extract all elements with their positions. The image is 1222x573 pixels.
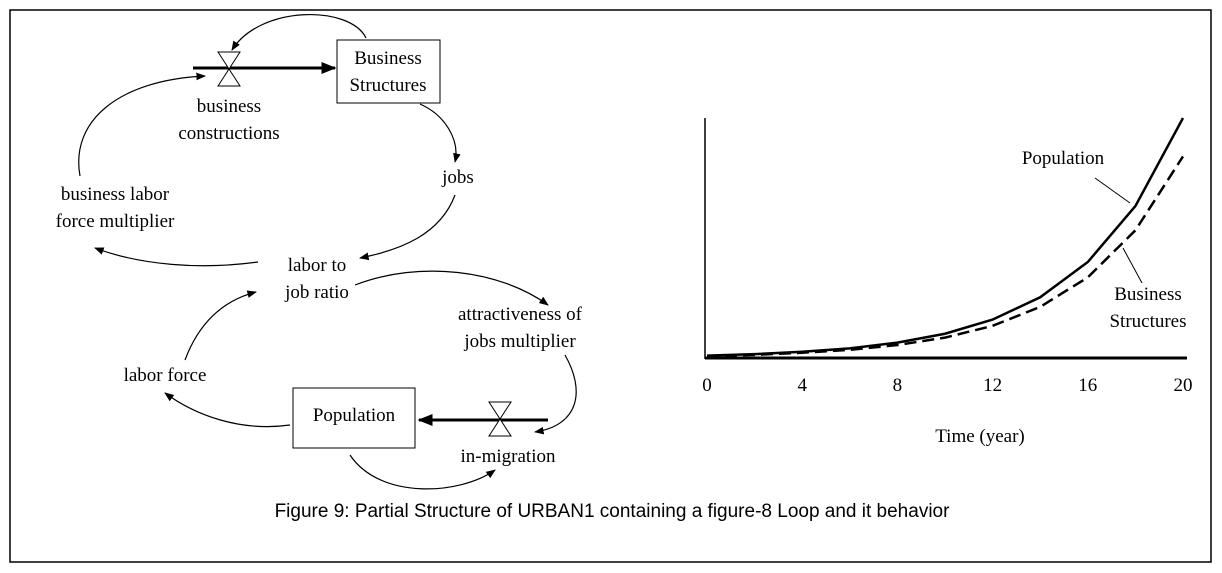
label-pointer: [1094, 177, 1131, 204]
node-label: business: [197, 96, 261, 117]
link-arrow: [349, 454, 496, 490]
link-arrow: [231, 14, 367, 51]
x-tick-label: 20: [1174, 375, 1193, 396]
stock-box: [336, 39, 441, 104]
node-label: in-migration: [461, 446, 556, 467]
node-label: job ratio: [284, 282, 349, 303]
series-label: Population: [1022, 148, 1105, 169]
node-label: Business: [354, 48, 422, 69]
node-label: Population: [313, 405, 396, 426]
diagram-labels: Business Structures business constructions j…: [56, 48, 583, 467]
node-label: jobs multiplier: [463, 331, 576, 352]
node-label: Structures: [349, 75, 426, 96]
link-arrow: [419, 103, 461, 163]
valve: [217, 51, 241, 87]
x-tick-label: 8: [893, 375, 903, 396]
diagram-shapes: [78, 14, 577, 490]
link-arrow: [184, 290, 257, 361]
label-pointer: [1122, 247, 1143, 284]
chart: 0 4 8 12 16 20 Time (year) Population Business St…: [702, 117, 1193, 447]
x-tick-label: 16: [1078, 375, 1097, 396]
link-arrow: [534, 354, 577, 435]
frame: [9, 9, 1212, 563]
series-line: [706, 155, 1185, 358]
node-label: attractiveness of: [458, 304, 583, 325]
node-label: business labor: [61, 184, 170, 205]
x-axis-label: Time (year): [935, 426, 1025, 447]
x-tick-label: 12: [983, 375, 1002, 396]
stock-box: [292, 387, 416, 449]
caption: Figure 9: Partial Structure of URBAN1 co…: [275, 501, 951, 522]
x-tick-label: 4: [797, 375, 807, 396]
node-label: constructions: [178, 123, 279, 144]
link-arrow: [78, 72, 206, 177]
node-label: labor force: [124, 365, 207, 386]
link-arrow: [94, 247, 259, 267]
series-label: Business Structures: [1109, 284, 1186, 332]
link-arrow: [354, 270, 549, 306]
valve: [488, 401, 512, 437]
link-arrow: [359, 194, 456, 261]
node-label: force multiplier: [56, 211, 175, 232]
link-arrow: [164, 392, 291, 428]
node-label: jobs: [441, 167, 474, 188]
x-tick-label: 0: [702, 375, 712, 396]
node-label: labor to: [288, 255, 347, 276]
